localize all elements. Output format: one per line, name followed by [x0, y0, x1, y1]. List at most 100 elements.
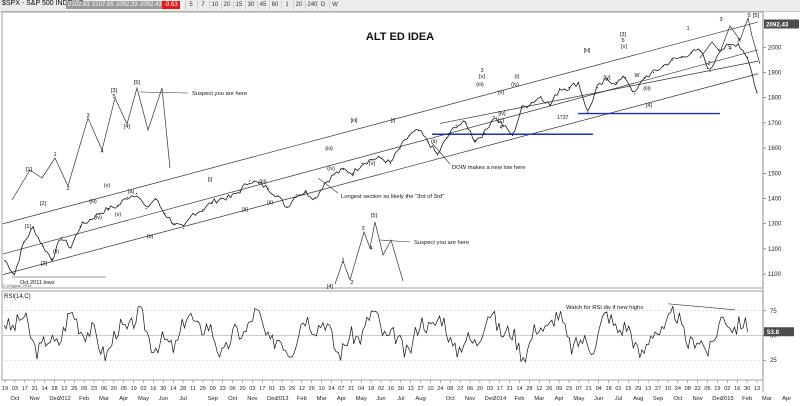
support-levels: [432, 112, 720, 135]
rsi-divergence-line: [667, 303, 736, 311]
price-point: [418, 129, 420, 132]
date-tick-label: 30: [160, 386, 166, 392]
price-point: [183, 227, 185, 229]
price-tick-label: 1300: [768, 222, 782, 228]
timeframe-button[interactable]: 15: [233, 1, 244, 9]
timeframe-button[interactable]: 30: [245, 1, 256, 9]
date-tick-label: 07: [338, 386, 344, 392]
date-tick-label: 27: [655, 386, 661, 392]
date-tick-label: 14: [41, 386, 47, 392]
date-tick-label: 19: [714, 386, 720, 392]
timeframe-button[interactable]: 20: [221, 1, 232, 9]
month-label: May: [138, 396, 149, 402]
price-point: [89, 219, 91, 221]
price-point: [23, 242, 25, 244]
timeframe-button[interactable]: 20: [293, 1, 304, 9]
date-tick-label: 18: [368, 386, 374, 392]
date-tick-label: 16: [388, 386, 394, 392]
timeframe-button[interactable]: 10: [209, 1, 220, 9]
month-label: Apr: [782, 396, 791, 402]
wave-label: 3: [86, 113, 89, 119]
annotations: Suspect you are here Suspect you are here…: [20, 91, 569, 286]
timeframe-button[interactable]: 240: [305, 1, 319, 9]
price-axis: 2000 1900 1800 1700 1600 1500 1400 1300 1200 1100…: [763, 19, 799, 278]
price-point: [239, 190, 241, 192]
price-point: [465, 122, 467, 124]
price-point: [737, 42, 739, 45]
date-tick-label: 02: [140, 386, 146, 392]
month-label: Feb: [79, 396, 89, 402]
wave-label: [2]: [40, 201, 47, 207]
month-label: Nov: [465, 396, 475, 402]
month-label: Nov: [247, 396, 257, 402]
price-point: [389, 162, 391, 164]
month-label: Nov: [692, 396, 702, 402]
date-tick-label: 09: [81, 386, 87, 392]
month-label: Dec: [485, 396, 495, 402]
timeframe-button[interactable]: 1: [281, 1, 292, 9]
price-point: [136, 192, 138, 195]
rsi-tick-label: 50: [770, 334, 777, 340]
timeframe-button[interactable]: W: [329, 1, 340, 9]
price-point: [596, 87, 598, 89]
channel-lower-line: [2, 73, 759, 275]
price-point: [577, 82, 580, 84]
date-tick-label: 21: [586, 386, 592, 392]
price-point: [220, 197, 222, 200]
date-tick-label: 20: [111, 386, 117, 392]
date-tick-label: 06: [467, 386, 473, 392]
price-point: [568, 87, 570, 89]
price-point: [436, 154, 438, 156]
date-tick-label: 05: [704, 386, 710, 392]
price-point: [145, 208, 147, 210]
timeframe-button[interactable]: 5: [185, 1, 196, 9]
wave-label: [3]: [111, 88, 118, 94]
timeframe-button[interactable]: 45: [257, 1, 268, 9]
wave-label: [4]: [124, 124, 131, 130]
wave-label: [v]: [621, 44, 627, 50]
annotation-text: Oct 2011 lows: [20, 280, 55, 286]
price-point: [13, 273, 15, 275]
wave-label: [2]: [41, 261, 48, 267]
month-label: Aug: [415, 396, 425, 402]
timeframe-button[interactable]: 60: [269, 1, 280, 9]
annotation-arrow: [379, 239, 411, 243]
price-point: [493, 116, 495, 118]
date-tick-label: 30: [398, 386, 404, 392]
month-label: Nov: [30, 396, 40, 402]
wave-label: [i]: [391, 118, 396, 124]
price-point: [248, 180, 250, 182]
wave-label: 1: [686, 26, 689, 32]
month-label: Feb: [515, 396, 525, 402]
price-point: [211, 201, 213, 203]
wave-label: 4: [499, 125, 502, 131]
price-point: [671, 59, 674, 61]
wave-label: 4: [728, 46, 731, 52]
price-point: [756, 92, 758, 94]
annotation-arrow: [431, 142, 451, 165]
price-point: [709, 70, 711, 72]
date-tick-label: 13: [754, 386, 760, 392]
month-label: Apr: [555, 396, 564, 402]
date-tick-label: 25: [200, 386, 206, 392]
date-tick-label: 08: [447, 386, 453, 392]
date-tick-label: 31: [32, 386, 38, 392]
date-tick-label: 21: [348, 386, 354, 392]
wave-label: (iv): [94, 215, 102, 221]
wave-label: [4]: [646, 103, 653, 109]
date-tick-label: 24: [328, 386, 334, 392]
price-point: [79, 225, 81, 227]
date-tick-label: 19: [131, 386, 137, 392]
date-tick-label: 03: [249, 386, 255, 392]
wave-label: (v): [498, 90, 505, 96]
timeframe-button[interactable]: D: [317, 1, 328, 9]
annotation-arrow: [139, 91, 189, 94]
wave-label: (i): [515, 74, 520, 80]
month-label: 2012: [58, 396, 71, 402]
month-label: 2014: [493, 396, 507, 402]
date-tick-label: 24: [675, 386, 681, 392]
price-point: [314, 197, 316, 200]
date-tick-label: 28: [526, 386, 532, 392]
timeframe-button[interactable]: 7: [197, 1, 208, 9]
annotation-text: Longest section so likely the "3rd of 3r…: [341, 194, 444, 200]
